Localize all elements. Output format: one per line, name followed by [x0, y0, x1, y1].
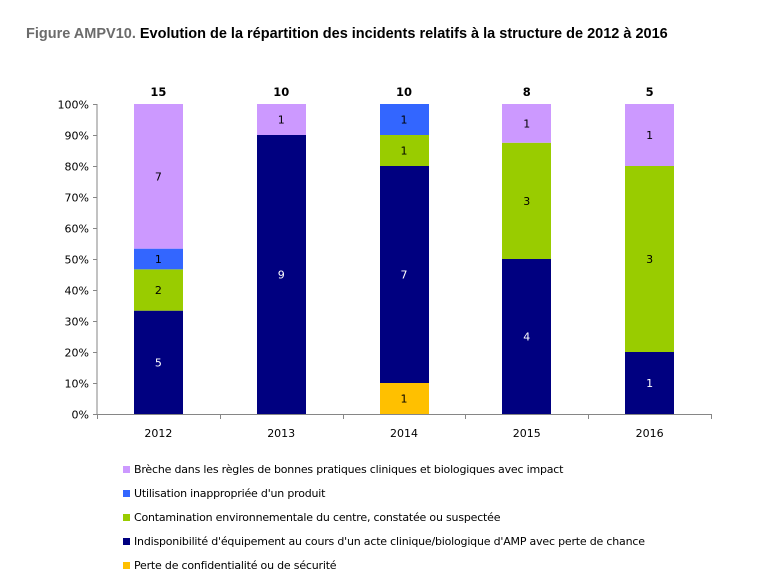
- bar-segment-2015-s1: [502, 259, 551, 414]
- bar-segment-2012-s4: [134, 104, 183, 249]
- bar-segment-2016-s1: [625, 352, 674, 414]
- segment-label-2014-s1: 7: [401, 269, 408, 282]
- y-tick-label: 30%: [65, 316, 89, 329]
- y-tick-label: 80%: [65, 161, 89, 174]
- segment-label-2016-s1: 1: [646, 377, 653, 390]
- total-label-2016: 5: [646, 85, 654, 99]
- legend-swatch-breche: [123, 465, 130, 473]
- legend-label-utilisation: Utilisation inappropriée d'un produit: [134, 486, 326, 500]
- legend-label-indisponibilite: Indisponibilité d'équipement au cours d'…: [134, 534, 645, 548]
- bar-segment-2013-s1: [257, 135, 306, 414]
- x-tick-label-2012: 2012: [144, 427, 172, 440]
- bar-segment-2012-s1: [134, 310, 183, 414]
- x-tick-label-2014: 2014: [390, 427, 418, 440]
- bar-segment-2014-s0: [380, 383, 429, 414]
- y-tick-label: 0%: [72, 409, 89, 422]
- bar-segment-2014-s3: [380, 104, 429, 135]
- x-tick-label-2015: 2015: [513, 427, 541, 440]
- segment-label-2014-s2: 1: [401, 145, 408, 158]
- legend-swatch-perte: [123, 561, 130, 569]
- segment-label-2015-s1: 4: [523, 331, 530, 344]
- x-tick-label-2016: 2016: [636, 427, 664, 440]
- total-label-2015: 8: [523, 85, 531, 99]
- legend-item-perte: Perte de confidentialité ou de sécurité: [123, 553, 645, 577]
- y-tick-label: 50%: [65, 254, 89, 267]
- legend-label-breche: Brèche dans les règles de bonnes pratiqu…: [134, 462, 564, 476]
- y-tick-label: 10%: [65, 378, 89, 391]
- legend-item-contamination: Contamination environnementale du centre…: [123, 505, 645, 529]
- bar-segment-2014-s2: [380, 135, 429, 166]
- y-tick-label: 90%: [65, 130, 89, 143]
- segment-label-2014-s3: 1: [401, 114, 408, 127]
- axes-group: 0% 10% 20% 30% 40% 50% 60% 70% 80% 90% 100% 2012 201…: [58, 99, 712, 440]
- figure-number: Figure AMPV10.: [26, 26, 136, 42]
- total-label-2012: 15: [150, 85, 166, 99]
- legend-swatch-contamination: [123, 513, 130, 521]
- segment-label-2012-s1: 5: [155, 356, 162, 369]
- legend: Brèche dans les règles de bonnes pratiqu…: [123, 457, 645, 577]
- figure-caption: Evolution de la répartition des incident…: [139, 26, 668, 42]
- bar-segment-2016-s2: [625, 166, 674, 352]
- segment-label-2012-s2: 2: [155, 284, 162, 297]
- x-tick-label-2013: 2013: [267, 427, 295, 440]
- legend-label-perte: Perte de confidentialité ou de sécurité: [134, 558, 337, 572]
- legend-item-indisponibilite: Indisponibilité d'équipement au cours d'…: [123, 529, 645, 553]
- bar-segment-2014-s1: [380, 166, 429, 383]
- segment-label-2015-s4: 1: [523, 117, 530, 130]
- y-tick-label: 60%: [65, 223, 89, 236]
- legend-item-utilisation: Utilisation inappropriée d'un produit: [123, 481, 645, 505]
- segment-label-2014-s0: 1: [401, 393, 408, 406]
- segment-label-2016-s2: 3: [646, 253, 653, 266]
- bar-segment-2015-s2: [502, 142, 551, 259]
- segment-label-2012-s4: 7: [155, 170, 162, 183]
- legend-label-contamination: Contamination environnementale du centre…: [134, 510, 501, 524]
- bar-segment-2013-s4: [257, 104, 306, 135]
- bar-segment-2012-s3: [134, 248, 183, 270]
- bar-segment-2015-s4: [502, 104, 551, 143]
- bar-segment-2012-s2: [134, 269, 183, 311]
- chart-title: Figure AMPV10. Evolution de la répartiti…: [26, 26, 668, 42]
- bar-segment-2016-s4: [625, 104, 674, 166]
- y-tick-label: 100%: [58, 99, 89, 112]
- segment-label-2013-s4: 1: [278, 114, 285, 127]
- segment-label-2015-s2: 3: [523, 195, 530, 208]
- segment-label-2012-s3: 1: [155, 253, 162, 266]
- y-tick-label: 70%: [65, 192, 89, 205]
- legend-item-breche: Brèche dans les règles de bonnes pratiqu…: [123, 457, 645, 481]
- total-label-2013: 10: [273, 85, 289, 99]
- y-tick-label: 20%: [65, 347, 89, 360]
- segment-label-2013-s1: 9: [278, 269, 285, 282]
- legend-swatch-utilisation: [123, 489, 130, 497]
- legend-swatch-indisponibilite: [123, 537, 130, 545]
- segment-label-2016-s4: 1: [646, 129, 653, 142]
- total-label-2014: 10: [396, 85, 412, 99]
- y-tick-label: 40%: [65, 285, 89, 298]
